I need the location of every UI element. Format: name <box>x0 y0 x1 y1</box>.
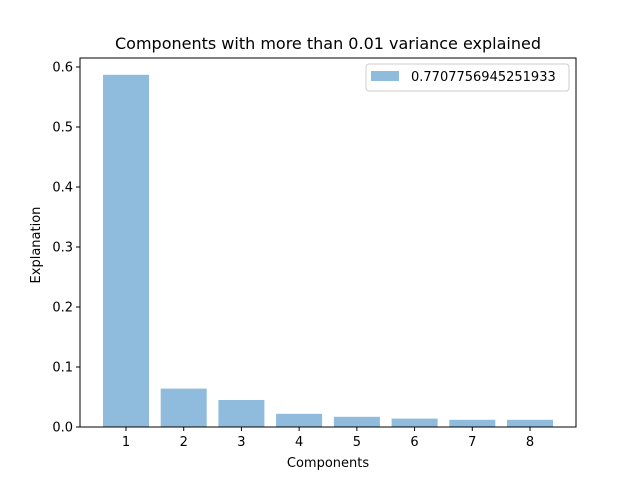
y-tick-label: 0.2 <box>52 301 73 316</box>
x-tick-label: 5 <box>353 435 361 450</box>
x-tick-label: 2 <box>180 435 188 450</box>
bar-component-1 <box>103 74 149 428</box>
y-tick-label: 0.5 <box>52 121 73 136</box>
y-tick-label: 0.6 <box>52 61 73 76</box>
y-tick-label: 0.3 <box>52 241 73 256</box>
x-tick-label: 6 <box>410 435 418 450</box>
bar-component-8 <box>507 419 553 427</box>
legend-entry-label: 0.7707756945251933 <box>411 70 556 85</box>
y-ticks-group: 0.0 0.1 0.2 0.3 0.4 0.5 0.6 <box>52 61 80 436</box>
x-tick-label: 3 <box>237 435 245 450</box>
y-tick-label: 0.1 <box>52 361 73 376</box>
bar-component-6 <box>391 418 438 427</box>
y-axis-label: Explanation <box>29 207 44 284</box>
x-tick-label: 7 <box>468 435 476 450</box>
legend: 0.7707756945251933 <box>365 63 570 92</box>
bar-component-3 <box>218 400 265 427</box>
y-tick-label: 0.0 <box>52 421 73 436</box>
plot-frame <box>79 57 577 428</box>
x-ticks-group: 1 2 3 4 5 6 7 8 <box>122 427 534 450</box>
x-tick-label: 8 <box>526 435 534 450</box>
legend-box <box>365 63 570 92</box>
y-tick-label: 0.4 <box>52 181 73 196</box>
x-tick-label: 1 <box>122 435 130 450</box>
bar-component-4 <box>276 413 323 427</box>
chart-title: Components with more than 0.01 variance … <box>115 34 541 53</box>
bar-component-2 <box>160 388 207 427</box>
bar-component-5 <box>333 416 380 427</box>
x-tick-label: 4 <box>295 435 303 450</box>
bars-group <box>103 74 553 428</box>
x-axis-label: Components <box>287 456 369 471</box>
bar-component-7 <box>449 419 496 427</box>
legend-swatch <box>371 71 399 81</box>
